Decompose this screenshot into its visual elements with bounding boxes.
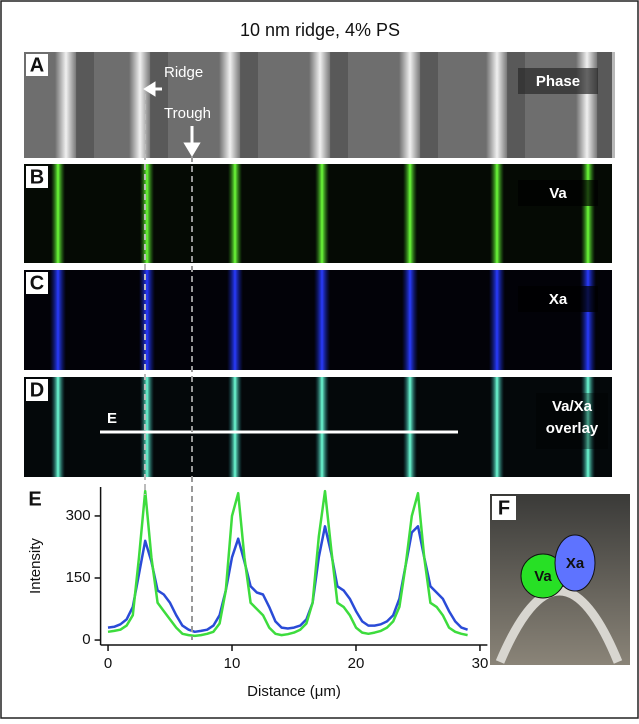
letter-bg — [26, 379, 48, 401]
stripe-shade — [420, 52, 438, 158]
letter-bg — [26, 272, 48, 294]
profile-label: E — [107, 410, 117, 427]
y-tick-label: 0 — [82, 631, 90, 648]
stripe — [140, 377, 154, 477]
stripe — [486, 52, 508, 158]
stripe — [580, 270, 596, 370]
stripe — [490, 164, 504, 263]
ridge-label: Ridge — [164, 64, 203, 81]
stripe — [228, 377, 242, 477]
stripe — [227, 270, 243, 370]
stripe — [50, 270, 66, 370]
panel-letter: D — [30, 379, 44, 401]
x-tick-label: 30 — [472, 655, 489, 672]
va-label: Va — [534, 568, 552, 585]
stripe-shade — [240, 52, 258, 158]
stripe — [51, 164, 65, 263]
panel-letter: F — [498, 497, 510, 519]
letter-bg — [26, 166, 48, 188]
stripe — [581, 377, 595, 477]
stripe — [576, 52, 598, 158]
panel-letter: A — [30, 54, 44, 76]
stripe — [228, 164, 242, 263]
panel-label: Phase — [536, 73, 580, 90]
panel-letter: B — [30, 166, 44, 188]
stripe — [403, 377, 417, 477]
series-line — [107, 489, 468, 638]
panel-label: overlay — [546, 420, 599, 437]
image-panels: A Phase B Va C Xa D Va/Xa overlay E Ridge Trough — [24, 52, 615, 477]
stripe-shade — [597, 52, 615, 158]
xa-label: Xa — [566, 555, 585, 572]
stripe — [490, 377, 504, 477]
y-tick-label: 300 — [66, 507, 91, 524]
stripe — [403, 164, 417, 263]
label-bg — [518, 68, 598, 94]
stripe — [402, 270, 418, 370]
x-tick-label: 0 — [104, 655, 112, 672]
stripe — [51, 377, 65, 477]
stripe — [309, 52, 331, 158]
stripe — [315, 377, 329, 477]
trough-arrow — [183, 126, 201, 157]
stripe — [219, 52, 241, 158]
figure-title: 10 nm ridge, 4% PS — [240, 20, 400, 40]
stripe-shade — [76, 52, 94, 158]
label-bg — [518, 180, 598, 206]
schematic: Va Xa F — [490, 494, 630, 665]
stripe — [399, 52, 421, 158]
x-tick-label: 20 — [348, 655, 365, 672]
panel-letter: E — [28, 488, 41, 510]
panel-label: Va/Xa — [552, 398, 593, 415]
stripe — [314, 270, 330, 370]
stripe — [315, 164, 329, 263]
stripe — [55, 52, 77, 158]
panel-letter: C — [30, 272, 44, 294]
letter-bg — [26, 54, 48, 76]
stripe — [581, 164, 595, 263]
stripe-shade — [150, 52, 168, 158]
stripe-shade — [507, 52, 525, 158]
stripe-shade — [330, 52, 348, 158]
stripe — [139, 270, 155, 370]
label-bg — [518, 286, 598, 312]
stripe — [129, 52, 151, 158]
y-tick-label: 150 — [66, 569, 91, 586]
ridge-arrow — [143, 81, 162, 97]
panel-label: Va — [549, 185, 567, 202]
panel-label: Xa — [549, 291, 568, 308]
y-axis-label: Intensity — [27, 538, 44, 594]
label-bg — [536, 393, 608, 449]
trough-label: Trough — [164, 105, 211, 122]
letter-bg — [492, 496, 516, 520]
line-chart: 0 150 300 0 10 20 30 Intensity Distance (μm) E — [24, 487, 488, 700]
stripe — [489, 270, 505, 370]
x-tick-label: 10 — [224, 655, 241, 672]
stripe — [140, 164, 154, 263]
x-axis-label: Distance (μm) — [247, 683, 341, 700]
xa-protein — [554, 534, 596, 592]
letter-bg — [24, 488, 46, 510]
